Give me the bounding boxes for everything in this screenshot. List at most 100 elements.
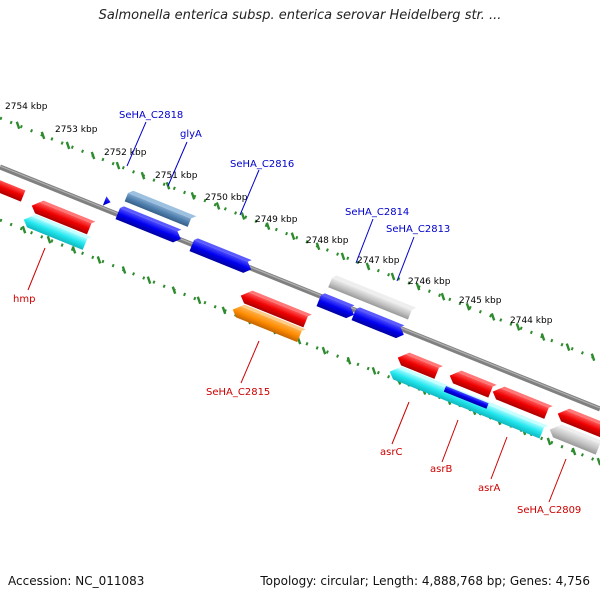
gene-label-asrb[interactable]: asrB (430, 464, 452, 475)
leader-seha-c2818 (126, 121, 147, 167)
tick-mark (315, 242, 321, 251)
tick-mark (40, 131, 46, 140)
tick-mark (515, 323, 521, 331)
tick-mark (240, 212, 246, 220)
tick-mark (121, 266, 127, 274)
leader-seha-c2809 (548, 458, 567, 503)
reverse-gene-labels: hmp SeHA_C2815 asrC asrB asrA SeHA_C2809 (13, 294, 581, 516)
tick-mark (340, 252, 346, 261)
feature-asrb[interactable] (443, 386, 489, 409)
tick-mark (140, 171, 146, 180)
scale-label: 2745 kbp (459, 296, 502, 306)
tick-mark (540, 333, 546, 341)
tick-mark (346, 356, 352, 365)
gene-label-seha-c2814[interactable]: SeHA_C2814 (345, 207, 409, 218)
tick-mark (440, 292, 446, 301)
tick-mark (21, 225, 27, 234)
feature-arrow-small[interactable] (102, 196, 112, 208)
tick-mark (571, 447, 577, 456)
tick-mark (115, 161, 121, 170)
outer-tick-track (0, 116, 600, 362)
scale-label: 2747 kbp (357, 256, 400, 266)
gene-label-glya[interactable]: glyA (180, 129, 202, 140)
gene-label-seha-c2815[interactable]: SeHA_C2815 (206, 387, 270, 398)
tick-mark (590, 353, 596, 362)
scale-label: 2746 kbp (408, 277, 451, 287)
tick-mark (365, 262, 371, 271)
feature-hmp[interactable] (22, 211, 92, 251)
tick-mark (390, 272, 396, 281)
genome-backbone-highlight (0, 165, 600, 409)
tick-mark (171, 286, 177, 295)
tick-mark (265, 222, 271, 230)
tick-mark (190, 191, 196, 200)
gene-label-hmp[interactable]: hmp (13, 294, 35, 305)
feature-seha-c2809[interactable] (548, 421, 600, 456)
tick-mark (65, 141, 71, 150)
leader-seha-c2814 (355, 218, 374, 264)
feature-gray-block[interactable] (328, 274, 417, 320)
tick-mark (465, 302, 471, 311)
scale-labels: 2754 kbp 2753 kbp 2752 kbp 2751 kbp 2750… (5, 102, 553, 326)
feature-red-asrc-top[interactable] (396, 349, 443, 380)
tick-mark (15, 121, 21, 130)
feature-red-center[interactable] (239, 287, 312, 328)
gene-label-seha-c2813[interactable]: SeHA_C2813 (386, 224, 450, 235)
leader-asra (490, 436, 508, 480)
gene-label-seha-c2818[interactable]: SeHA_C2818 (119, 110, 183, 121)
feature-seha-c2815[interactable] (231, 301, 306, 343)
feature-glya[interactable] (115, 205, 185, 244)
tick-mark (215, 202, 221, 210)
feature-seha-c2818[interactable] (124, 189, 197, 228)
tick-mark (565, 343, 571, 351)
feature-seha-c2816[interactable] (189, 237, 255, 275)
feature-red-upper-left[interactable] (30, 197, 96, 235)
gene-label-seha-c2809[interactable]: SeHA_C2809 (517, 505, 581, 516)
scale-label: 2751 kbp (155, 171, 198, 181)
leader-asrc (391, 401, 410, 445)
tick-mark (146, 276, 152, 284)
scale-label: 2752 kbp (104, 148, 147, 158)
scale-label: 2744 kbp (510, 316, 553, 326)
feature-red-right-edge[interactable] (556, 405, 600, 439)
scale-label: 2750 kbp (205, 193, 248, 203)
tick-mark (196, 296, 202, 305)
scale-label: 2754 kbp (5, 102, 48, 112)
gene-label-asrc[interactable]: asrC (380, 447, 402, 458)
feature-red-left-edge[interactable] (0, 177, 26, 202)
feature-seha-c2813[interactable] (351, 306, 408, 340)
accession-text: Accession: NC_011083 (8, 574, 145, 588)
tick-mark (371, 366, 377, 375)
scale-label: 2753 kbp (55, 125, 98, 135)
tick-mark (490, 312, 496, 321)
genome-summary-text: Topology: circular; Length: 4,888,768 bp… (260, 574, 590, 588)
organism-title: Salmonella enterica subsp. enterica sero… (98, 8, 502, 23)
tick-mark (90, 151, 96, 160)
gene-label-seha-c2816[interactable]: SeHA_C2816 (230, 159, 294, 170)
gene-label-asra[interactable]: asrA (478, 483, 500, 494)
reverse-label-leaders (27, 247, 567, 503)
tick-mark (96, 256, 102, 264)
scale-label: 2748 kbp (306, 236, 349, 246)
tick-mark (46, 235, 52, 244)
leader-seha-c2816 (239, 169, 260, 216)
genome-backbone (0, 164, 600, 412)
tick-mark (321, 346, 327, 355)
forward-label-leaders (126, 121, 415, 282)
leader-asrb (441, 419, 459, 463)
leader-seha-c2815 (240, 340, 260, 384)
leader-seha-c2813 (396, 236, 415, 282)
leader-hmp (27, 247, 46, 291)
tick-mark (415, 282, 421, 291)
feature-red-asrb-top[interactable] (448, 367, 497, 399)
scale-label: 2749 kbp (255, 215, 298, 225)
tick-mark (546, 437, 552, 446)
tick-mark (71, 245, 77, 254)
feature-seha-c2814[interactable] (316, 292, 358, 320)
feature-red-asra-top[interactable] (491, 383, 553, 420)
forward-gene-labels: SeHA_C2818 glyA SeHA_C2816 SeHA_C2814 Se… (119, 110, 450, 235)
tick-mark (290, 232, 296, 241)
tick-mark (221, 306, 227, 315)
